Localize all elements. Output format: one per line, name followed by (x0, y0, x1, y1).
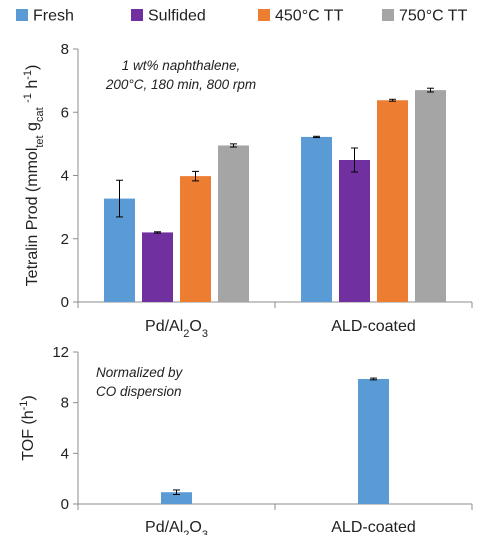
category-subscript: 3 (202, 529, 208, 535)
bar-sulfided (339, 160, 370, 302)
y-tick-label: 8 (61, 41, 69, 58)
legend-label-sulfided: Sulfided (148, 8, 206, 25)
y-axis-label-superscript: -1 (22, 93, 34, 103)
legend-swatch-sulfided (131, 9, 143, 21)
bar-750-c-tt (218, 145, 249, 302)
y-tick-labels: 0 4 8 12 (52, 344, 69, 513)
legend-swatch-fresh (16, 9, 28, 21)
x-category-label: Pd/Al2O3 (145, 519, 208, 535)
y-axis-label-subscript: cat (34, 107, 46, 122)
normalization-annotation: Normalized by CO dispersion (96, 365, 184, 399)
bars (161, 378, 389, 504)
x-category-label: ALD-coated (331, 519, 416, 535)
category-subscript: 3 (202, 328, 208, 340)
x-category-labels: Pd/Al2O3 ALD-coated (145, 519, 416, 535)
y-axis-label-superscript: -1 (18, 401, 30, 411)
axes (73, 351, 473, 510)
category-text: O (189, 318, 201, 335)
y-axis-label-text: ) (24, 65, 41, 70)
bar-fresh (358, 378, 389, 504)
y-tick-label: 4 (61, 445, 69, 462)
x-category-label: Pd/Al2O3 (145, 318, 208, 340)
y-axis-label: Tetralin Prod (mmoltet gcat -1 h-1) (22, 65, 46, 287)
error-bars (116, 87, 434, 234)
tof-chart: TOF (h-1) Normalized by CO dispersion 0 4 8… (18, 344, 473, 535)
y-axis-label-subscript: tet (34, 135, 46, 147)
tetralin-productivity-chart: Tetralin Prod (mmoltet gcat -1 h-1) 1 wt… (22, 41, 473, 340)
y-tick-label: 0 (61, 294, 69, 311)
y-tick-label: 0 (61, 496, 69, 513)
legend-label-fresh: Fresh (33, 8, 74, 25)
y-axis-label-superscript: -1 (22, 70, 34, 80)
legend: Fresh Sulfided 450°C TT 750°C TT (16, 8, 468, 25)
bar-fresh (301, 136, 332, 302)
bar-fresh (161, 492, 192, 504)
annotation-line: Normalized by (96, 365, 184, 380)
y-tick-label: 6 (61, 104, 69, 121)
y-tick-label: 8 (61, 395, 69, 412)
category-subscript: 2 (183, 328, 189, 340)
y-tick-label: 12 (52, 344, 69, 361)
conditions-annotation: 1 wt% naphthalene, 200°C, 180 min, 800 rp… (105, 58, 256, 92)
category-subscript: 2 (183, 529, 189, 535)
category-text: Pd/Al (145, 318, 183, 335)
error-bars (173, 377, 377, 495)
bar-750-c-tt (415, 90, 446, 302)
y-axis-label-group: Tetralin Prod (mmoltet gcat -1 h-1) (22, 65, 46, 287)
x-category-labels: Pd/Al2O3 ALD-coated (145, 318, 416, 340)
y-tick-labels: 0 2 4 6 8 (61, 41, 69, 311)
legend-swatch-450-c-tt (258, 9, 270, 21)
category-text: ALD-coated (331, 519, 416, 535)
bar-sulfided (142, 232, 173, 302)
y-axis-label-text: Tetralin Prod (mmol (24, 148, 41, 287)
x-category-label: ALD-coated (331, 318, 416, 335)
bars (104, 90, 446, 302)
category-text: O (189, 519, 201, 535)
y-axis-label: TOF (h-1) (18, 395, 37, 460)
y-axis-label-text: ) (20, 395, 37, 400)
category-text: Pd/Al (145, 519, 183, 535)
bar-450-c-tt (377, 100, 408, 302)
y-tick-label: 4 (61, 168, 69, 185)
y-axis-label-text: h (24, 80, 41, 93)
category-text: ALD-coated (331, 318, 416, 335)
y-axis-label-text: g (24, 122, 41, 135)
y-axis-label-group: TOF (h-1) (18, 395, 37, 460)
annotation-line: 200°C, 180 min, 800 rpm (105, 77, 256, 92)
annotation-line: CO dispersion (96, 384, 182, 399)
bar-450-c-tt (180, 176, 211, 302)
annotation-line: 1 wt% naphthalene, (122, 58, 241, 73)
legend-label-450-c-tt: 450°C TT (275, 8, 344, 25)
legend-swatch-750-c-tt (382, 9, 394, 21)
legend-label-750-c-tt: 750°C TT (399, 8, 468, 25)
y-axis-label-text: TOF (h (20, 410, 37, 460)
y-tick-label: 2 (61, 231, 69, 248)
